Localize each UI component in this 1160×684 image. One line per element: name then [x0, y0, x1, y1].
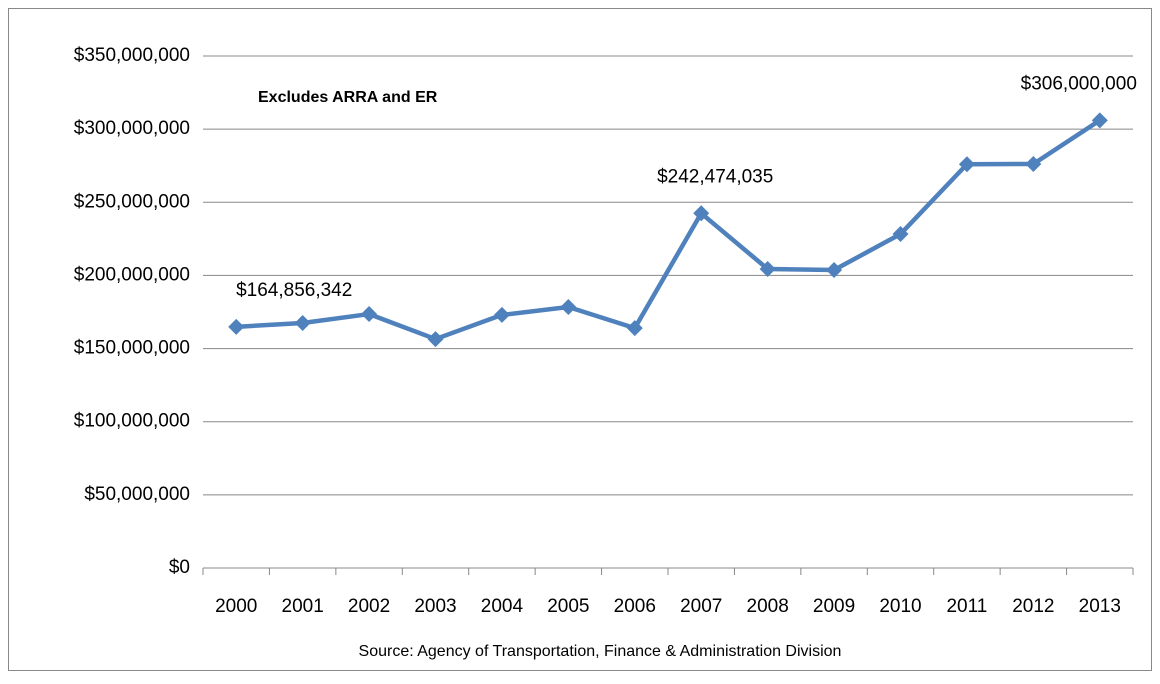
marker	[826, 262, 843, 279]
marker	[1025, 155, 1042, 172]
marker	[626, 320, 643, 337]
y-tick-label: $100,000,000	[74, 411, 190, 432]
x-tick-label: 2009	[813, 596, 855, 617]
marker	[1091, 112, 1108, 129]
marker	[294, 314, 311, 331]
x-tick-label: 2004	[481, 596, 524, 617]
y-tick-label: $300,000,000	[74, 118, 190, 139]
x-tick-label: 2010	[879, 596, 921, 617]
y-tick-label: $50,000,000	[84, 484, 190, 505]
y-tick-label: $200,000,000	[74, 264, 190, 285]
x-tick-label: 2011	[946, 596, 987, 617]
y-tick-label: $350,000,000	[74, 45, 190, 66]
marker	[427, 331, 444, 348]
x-tick-label: 2013	[1079, 596, 1121, 617]
x-tick-label: 2008	[747, 596, 789, 617]
marker	[493, 306, 510, 323]
source-note: Source: Agency of Transportation, Financ…	[359, 643, 842, 660]
x-tick-label: 2005	[547, 596, 589, 617]
x-tick-label: 2001	[282, 596, 324, 617]
line	[236, 118, 1102, 342]
y-tick-label: $150,000,000	[74, 338, 190, 359]
marker	[560, 299, 577, 316]
data-label: $164,856,342	[236, 280, 352, 301]
marker	[892, 226, 909, 243]
x-tick-label: 2007	[680, 596, 722, 617]
marker	[958, 156, 975, 173]
marker	[361, 306, 378, 323]
x-tick-label: 2002	[348, 596, 390, 617]
x-tick-label: 2006	[614, 596, 656, 617]
data-label: $306,000,000	[1021, 73, 1137, 94]
x-tick-label: 2003	[414, 596, 456, 617]
marker	[759, 260, 776, 277]
x-tick-label: 2000	[215, 596, 257, 617]
chart-border	[8, 8, 1152, 671]
marker	[693, 205, 710, 222]
data-label: $242,474,035	[657, 166, 773, 187]
x-tick-label: 2012	[1012, 596, 1054, 617]
marker	[228, 318, 245, 335]
y-tick-label: $0	[169, 557, 190, 578]
annotation: Excludes ARRA and ER	[258, 89, 438, 106]
y-tick-label: $250,000,000	[74, 191, 190, 212]
